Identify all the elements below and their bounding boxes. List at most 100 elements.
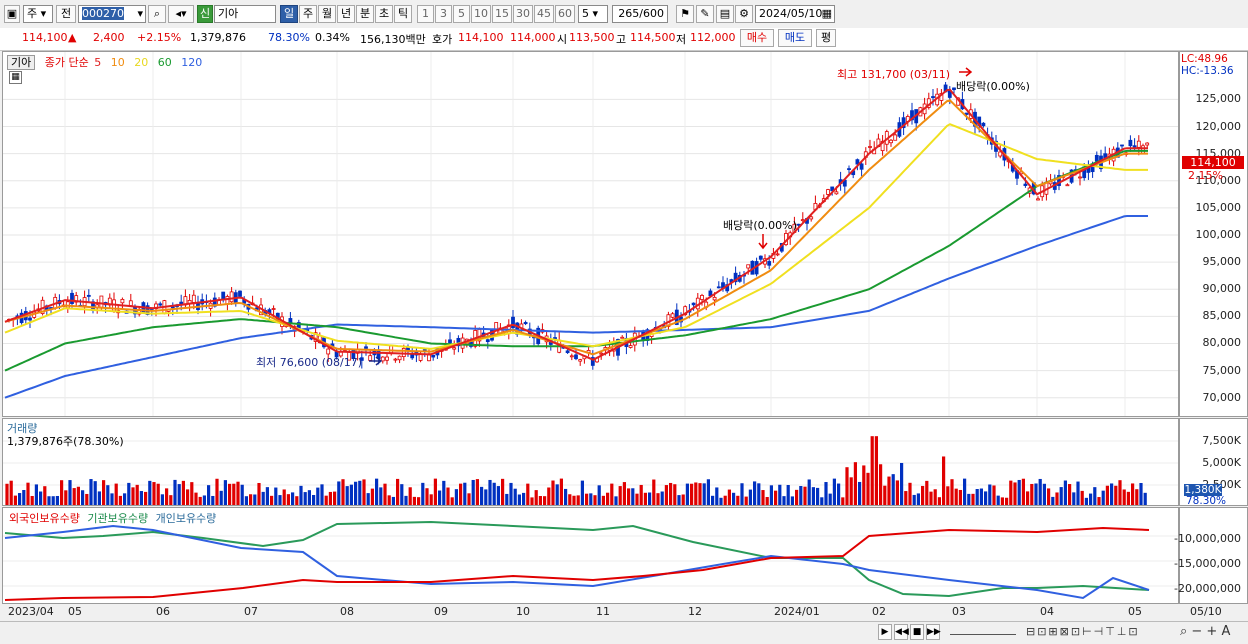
legend-ma5: 5 bbox=[94, 56, 102, 69]
count-total: /600 bbox=[639, 7, 664, 20]
price-chart[interactable] bbox=[3, 52, 1178, 416]
vol-tick-7500: 7,500K bbox=[1202, 434, 1241, 447]
buy-button[interactable]: 매수 bbox=[740, 29, 774, 47]
volume-bar bbox=[711, 495, 715, 505]
price-tick: 90,000 bbox=[1202, 282, 1242, 296]
volume-bar bbox=[681, 494, 685, 505]
volume-bar bbox=[816, 487, 820, 505]
candle-body bbox=[431, 354, 436, 358]
volume-bar bbox=[81, 490, 85, 505]
volume-bar bbox=[580, 480, 584, 505]
speaker-icon[interactable]: ◂▾ bbox=[168, 5, 194, 23]
volume-bar bbox=[992, 485, 996, 505]
calendar-icon[interactable]: ▦ bbox=[821, 7, 832, 20]
stock-tab[interactable]: 기아 bbox=[7, 55, 36, 70]
period-minute[interactable]: 분 bbox=[356, 5, 374, 23]
draw-icon[interactable]: ✎ bbox=[696, 5, 714, 23]
zoom-icons[interactable]: ⌕ − + A bbox=[1180, 624, 1231, 639]
period-day[interactable]: 일 bbox=[280, 5, 298, 23]
candle-body bbox=[889, 139, 893, 144]
chart-tools-icons[interactable]: ⊟⊡⊞⊠⊡⊢⊣⊤⊥⊡ bbox=[1026, 625, 1140, 638]
stock-name-value: 기아 bbox=[218, 7, 239, 20]
scroll-right-icon[interactable]: ▶ bbox=[878, 624, 892, 640]
market-value: 주 bbox=[27, 7, 38, 20]
period-tick[interactable]: 틱 bbox=[394, 5, 412, 23]
candle-body bbox=[670, 313, 675, 318]
interval-10[interactable]: 10 bbox=[471, 5, 491, 23]
grid-icon[interactable]: ▦ bbox=[9, 71, 22, 84]
volume-bar bbox=[1005, 497, 1009, 505]
candle-body bbox=[620, 336, 625, 339]
holding-chart[interactable] bbox=[3, 508, 1178, 603]
volume-bar bbox=[946, 486, 950, 505]
compare-icon[interactable]: ⚑ bbox=[676, 5, 694, 23]
legend-ma60: 60 bbox=[157, 56, 172, 69]
volume-bar bbox=[152, 482, 156, 505]
period-second[interactable]: 초 bbox=[375, 5, 393, 23]
volume-panel[interactable]: 거래량 1,379,876주(78.30%) bbox=[2, 418, 1179, 506]
stock-code-input[interactable]: 000270 ▾ bbox=[78, 5, 146, 23]
volume-bar bbox=[173, 479, 177, 505]
candle-body bbox=[326, 348, 331, 355]
volume-bar bbox=[144, 491, 148, 505]
candle-body bbox=[1141, 145, 1145, 154]
interval-3[interactable]: 3 bbox=[435, 5, 452, 23]
market-select[interactable]: 주 ▾ bbox=[23, 5, 53, 23]
volume-bar bbox=[1076, 481, 1080, 505]
candle-body bbox=[998, 151, 1003, 157]
volume-bar bbox=[488, 479, 492, 505]
unit-select[interactable]: 5 ▾ bbox=[578, 5, 608, 23]
volume-bar bbox=[160, 494, 164, 505]
dividend-annotation-2: 배당락(0.00%) bbox=[956, 80, 1030, 93]
candle-body bbox=[809, 216, 814, 220]
candle-body bbox=[448, 339, 452, 343]
eval-button[interactable]: 평 bbox=[816, 29, 836, 47]
candle-body bbox=[599, 352, 604, 355]
search-icon[interactable]: ⌕ bbox=[148, 5, 166, 23]
volume-bar bbox=[925, 480, 929, 505]
volume-bar bbox=[555, 484, 559, 505]
volume-bar bbox=[127, 482, 131, 505]
count-value: 265 bbox=[618, 7, 640, 20]
count-field[interactable]: 265/600 bbox=[612, 5, 668, 23]
volume-bar bbox=[505, 493, 509, 505]
save-icon[interactable]: ▤ bbox=[716, 5, 734, 23]
interval-1[interactable]: 1 bbox=[417, 5, 434, 23]
volume-bar bbox=[1097, 497, 1101, 505]
volume-bar bbox=[660, 491, 664, 505]
interval-30[interactable]: 30 bbox=[513, 5, 533, 23]
candle-body bbox=[28, 317, 32, 321]
volume-chart[interactable] bbox=[3, 419, 1178, 505]
volume-bar bbox=[1059, 487, 1063, 505]
forward-icon[interactable]: ▶▶ bbox=[926, 624, 941, 640]
interval-15[interactable]: 15 bbox=[492, 5, 512, 23]
gear-icon[interactable]: ⚙ bbox=[735, 5, 753, 23]
interval-45[interactable]: 45 bbox=[534, 5, 554, 23]
volume-bar bbox=[1114, 485, 1118, 505]
candle-body bbox=[221, 291, 226, 300]
volume-bar bbox=[748, 489, 752, 505]
holding-panel[interactable]: 외국인보유수량 기관보유수량 개인보유수량 bbox=[2, 507, 1179, 604]
x-axis-label: 09 bbox=[434, 605, 448, 618]
rewind-icon[interactable]: ◀◀ bbox=[894, 624, 909, 640]
candle-body bbox=[238, 290, 242, 297]
candle-body bbox=[389, 345, 394, 354]
top-toolbar: ▣ 주 ▾ 전 000270 ▾ ⌕ ◂▾ 신 기아 일 주 월 년 분 초 틱 … bbox=[0, 0, 1248, 29]
stock-name-field[interactable]: 기아 bbox=[214, 5, 276, 23]
candle-body bbox=[1065, 184, 1070, 187]
price-chart-panel[interactable]: 기아 종가 단순 5 10 20 60 120 ▦ 최고 131,700 (03… bbox=[2, 51, 1179, 417]
layout-icon[interactable]: ▣ bbox=[4, 5, 20, 23]
foreign-holding-label: 외국인보유수량 bbox=[9, 512, 80, 525]
prefix-button[interactable]: 전 bbox=[56, 5, 76, 23]
volume-bar bbox=[866, 472, 870, 505]
zoom-slider[interactable] bbox=[950, 628, 1016, 635]
stop-icon[interactable]: ■ bbox=[910, 624, 924, 640]
period-week[interactable]: 주 bbox=[299, 5, 317, 23]
interval-60[interactable]: 60 bbox=[555, 5, 575, 23]
sell-button[interactable]: 매도 bbox=[778, 29, 812, 47]
interval-5[interactable]: 5 bbox=[453, 5, 470, 23]
date-field[interactable]: 2024/05/10 ▦ bbox=[755, 5, 835, 23]
period-month[interactable]: 월 bbox=[318, 5, 336, 23]
period-year[interactable]: 년 bbox=[337, 5, 355, 23]
legend-ma20: 20 bbox=[134, 56, 149, 69]
